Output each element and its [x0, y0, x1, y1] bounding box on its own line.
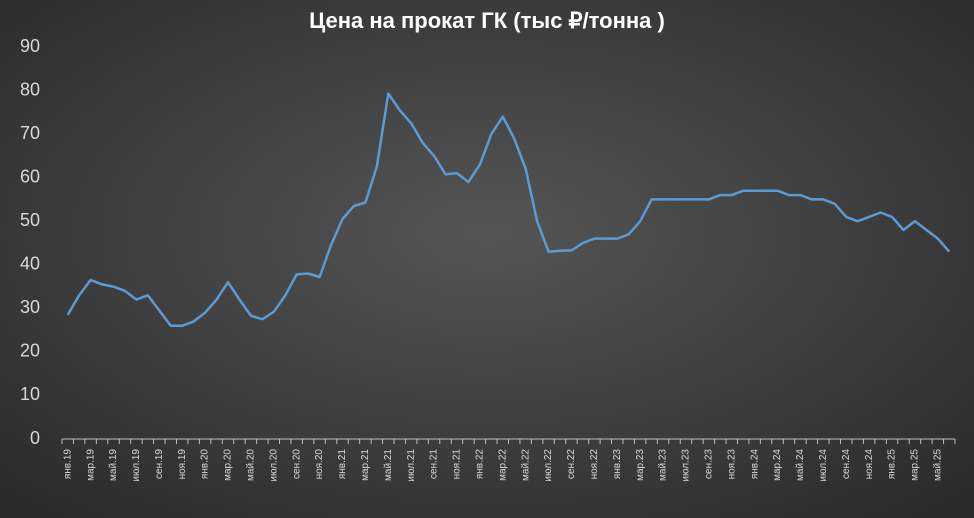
line: [66, 92, 951, 328]
x-tick-label: июл.22: [543, 449, 554, 482]
x-tick-label: ноя.20: [314, 449, 325, 480]
y-tick-label: 70: [20, 123, 40, 143]
x-tick-label: ноя.21: [452, 449, 463, 480]
x-tick-label: янв.24: [749, 449, 760, 480]
x-tick-label: июл.20: [268, 449, 279, 482]
x-tick-label: сен.23: [703, 449, 714, 479]
x-tick-label: ноя.24: [864, 449, 875, 480]
y-tick-label: 30: [20, 297, 40, 317]
y-tick-label: 90: [20, 36, 40, 56]
x-tick-label: мар.20: [223, 449, 234, 481]
x-tick-label: май.22: [520, 449, 531, 481]
x-tick-label: мар.23: [635, 449, 646, 481]
x-tick-label: ноя.23: [726, 449, 737, 480]
x-tick-label: ноя.22: [589, 449, 600, 480]
x-tick-label: янв.23: [612, 449, 623, 480]
y-tick-label: 50: [20, 210, 40, 230]
x-tick-label: янв.22: [475, 449, 486, 480]
x-tick-label: сен.22: [566, 449, 577, 479]
x-tick-label: май.24: [795, 449, 806, 481]
y-tick-label: 60: [20, 166, 40, 186]
x-tick-label: июл.23: [681, 449, 692, 482]
x-tick-label: май.19: [108, 449, 119, 481]
x-tick-label: мар.22: [497, 449, 508, 481]
x-tick-label: июл.19: [131, 449, 142, 482]
x-tick-label: мар.25: [910, 449, 921, 481]
chart-title: Цена на прокат ГК (тыс ₽/тонна ): [309, 8, 665, 33]
x-tick-label: янв.19: [62, 449, 73, 480]
y-tick-label: 0: [30, 428, 40, 448]
x-tick-label: сен.19: [154, 449, 165, 479]
x-tick-label: сен.20: [291, 449, 302, 479]
x-tick-label: янв.20: [200, 449, 211, 480]
x-tick-label: май.23: [658, 449, 669, 481]
y-tick-label: 40: [20, 254, 40, 274]
x-tick-label: мар.21: [360, 449, 371, 481]
y-tick-label: 20: [20, 341, 40, 361]
x-tick-label: сен.24: [841, 449, 852, 479]
x-tick-label: май.25: [932, 449, 943, 481]
x-tick-label: янв.21: [337, 449, 348, 480]
x-tick-label: мар.24: [772, 449, 783, 481]
x-tick-label: май.21: [383, 449, 394, 481]
x-tick-label: май.20: [246, 449, 257, 481]
x-tick-label: июл.21: [406, 449, 417, 482]
y-tick-label: 80: [20, 79, 40, 99]
x-tick-label: сен.21: [429, 449, 440, 479]
x-tick-label: ноя.19: [177, 449, 188, 480]
x-tick-label: янв.25: [887, 449, 898, 480]
x-tick-label: мар.19: [85, 449, 96, 481]
y-tick-label: 10: [20, 384, 40, 404]
x-tick-label: июл.24: [818, 449, 829, 482]
